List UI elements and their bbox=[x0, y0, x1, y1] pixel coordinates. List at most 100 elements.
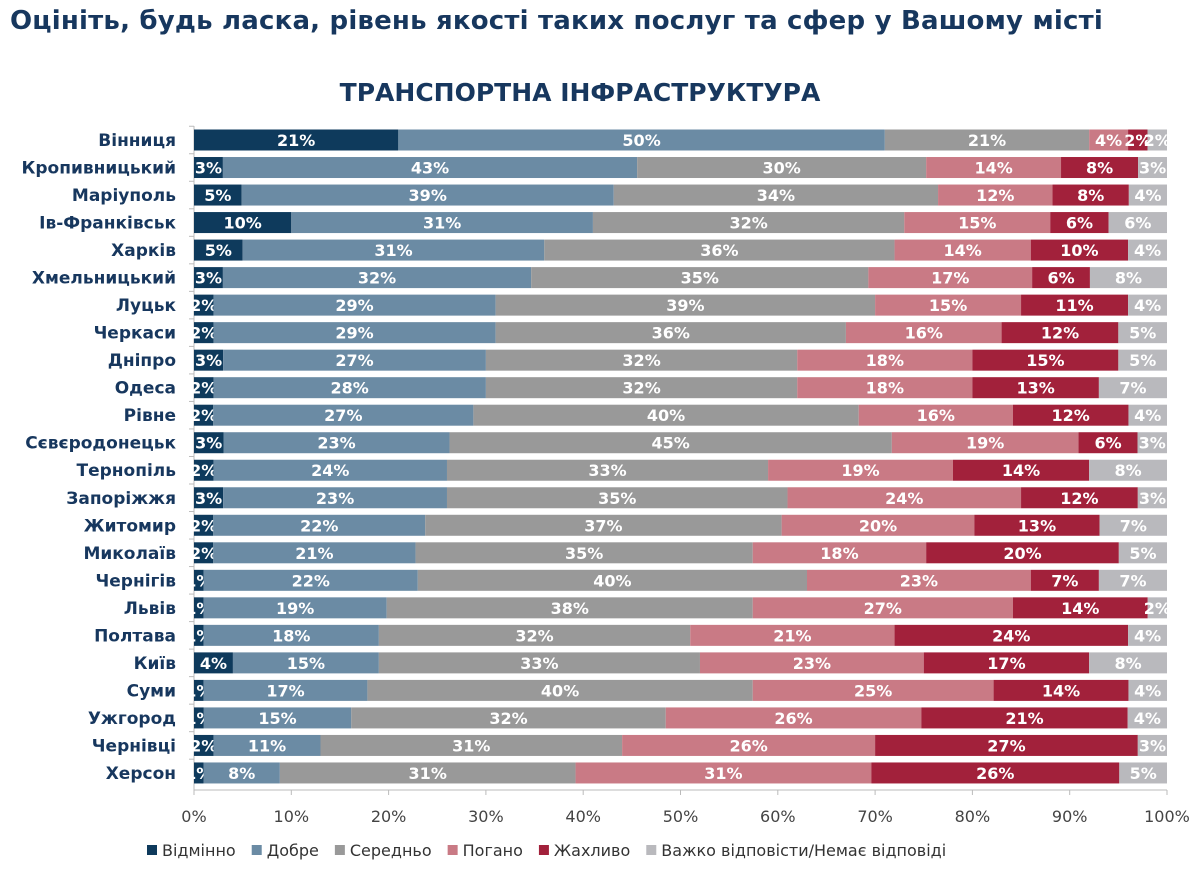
data-label: 8% bbox=[1086, 159, 1113, 178]
x-tick-label: 20% bbox=[371, 807, 407, 826]
data-label: 5% bbox=[205, 241, 232, 260]
bar-segment bbox=[203, 624, 379, 646]
data-label: 8% bbox=[1114, 461, 1141, 480]
data-label: 5% bbox=[1130, 764, 1157, 783]
bar-segment bbox=[1127, 707, 1167, 729]
bar-segment bbox=[194, 322, 214, 344]
bar-segment bbox=[1030, 239, 1129, 261]
data-label: 18% bbox=[866, 379, 904, 398]
data-label: 5% bbox=[1129, 324, 1156, 343]
bar-segment bbox=[1078, 432, 1138, 454]
data-label: 27% bbox=[335, 351, 373, 370]
bar-segment bbox=[1032, 267, 1090, 289]
bar-segment bbox=[495, 322, 846, 344]
bar-segment bbox=[351, 707, 666, 729]
data-label: 4% bbox=[1134, 626, 1161, 645]
bar-segment bbox=[194, 679, 204, 701]
bar-segment bbox=[194, 542, 214, 564]
bar-segment bbox=[875, 734, 1138, 756]
data-label: 2% bbox=[190, 736, 217, 755]
data-label: 2% bbox=[190, 544, 217, 563]
data-label: 32% bbox=[489, 709, 527, 728]
bar-segment bbox=[845, 322, 1002, 344]
category-label: Сєвєродонецьк bbox=[25, 434, 176, 454]
bar-segment bbox=[1052, 184, 1129, 206]
data-label: 2% bbox=[190, 324, 217, 343]
bar-segment bbox=[194, 652, 233, 674]
data-label: 12% bbox=[976, 186, 1014, 205]
data-label: 3% bbox=[195, 489, 222, 508]
data-label: 11% bbox=[248, 736, 286, 755]
data-label: 12% bbox=[1041, 324, 1079, 343]
category-label: Миколаїв bbox=[83, 544, 176, 564]
data-label: 19% bbox=[276, 599, 314, 618]
data-label: 25% bbox=[854, 681, 892, 700]
bar-segment bbox=[473, 404, 859, 426]
data-label: 35% bbox=[681, 269, 719, 288]
data-label: 6% bbox=[1124, 214, 1151, 233]
bar-segment bbox=[320, 734, 623, 756]
legend-label: Відмінно bbox=[162, 841, 236, 860]
data-label: 7% bbox=[1120, 516, 1147, 535]
bar-segment bbox=[592, 212, 905, 234]
bar-segment bbox=[446, 459, 769, 481]
category-label: Хмельницький bbox=[32, 269, 176, 289]
bar-segment bbox=[213, 404, 474, 426]
data-label: 26% bbox=[774, 709, 812, 728]
data-label: 4% bbox=[1134, 681, 1161, 700]
data-label: 14% bbox=[1042, 681, 1080, 700]
category-label: Дніпро bbox=[108, 351, 176, 371]
category-label: Житомир bbox=[84, 516, 176, 536]
bar-segment bbox=[213, 542, 416, 564]
bar-segment bbox=[1147, 129, 1167, 151]
data-label: 34% bbox=[757, 186, 795, 205]
category-label: Харків bbox=[111, 241, 176, 261]
bar-segment bbox=[952, 459, 1090, 481]
data-label: 24% bbox=[885, 489, 923, 508]
bar-segment bbox=[1089, 129, 1129, 151]
bar-segment bbox=[921, 707, 1128, 729]
bar-segment bbox=[213, 377, 486, 399]
data-label: 4% bbox=[1134, 186, 1161, 205]
category-label: Черкаси bbox=[94, 324, 176, 344]
x-tick-label: 0% bbox=[181, 807, 206, 826]
bar-segment bbox=[690, 624, 895, 646]
bar-segment bbox=[1030, 569, 1099, 591]
bar-segment bbox=[222, 267, 532, 289]
data-label: 3% bbox=[1139, 434, 1166, 453]
bar-segment bbox=[194, 514, 214, 536]
x-tick-label: 10% bbox=[274, 807, 310, 826]
category-label: Рівне bbox=[124, 406, 176, 426]
data-label: 23% bbox=[316, 489, 354, 508]
bar-segment bbox=[806, 569, 1031, 591]
bar-segment bbox=[1137, 734, 1167, 756]
bar-segment bbox=[378, 624, 691, 646]
bar-segment bbox=[194, 239, 243, 261]
bar-segment bbox=[415, 542, 753, 564]
data-label: 31% bbox=[423, 214, 461, 233]
bar-segment bbox=[485, 377, 798, 399]
legend-swatch bbox=[334, 845, 345, 855]
data-label: 36% bbox=[652, 324, 690, 343]
data-label: 24% bbox=[992, 626, 1030, 645]
category-label: Ів-Франківськ bbox=[39, 214, 176, 234]
legend-label: Погано bbox=[463, 841, 523, 860]
bar-segment bbox=[1012, 597, 1148, 619]
bar-segment bbox=[425, 514, 782, 536]
x-tick-label: 80% bbox=[955, 807, 991, 826]
bar-segment bbox=[891, 432, 1079, 454]
data-label: 2% bbox=[1124, 131, 1151, 150]
bar-segment bbox=[194, 487, 224, 509]
bar-segment bbox=[194, 459, 214, 481]
data-label: 33% bbox=[520, 654, 558, 673]
data-label: 22% bbox=[292, 571, 330, 590]
data-label: 26% bbox=[976, 764, 1014, 783]
bar-segment bbox=[894, 624, 1129, 646]
chart-title: ТРАНСПОРТНА ІНФРАСТРУКТУРА bbox=[340, 78, 821, 107]
bar-segment bbox=[1128, 294, 1167, 316]
bar-segment bbox=[894, 239, 1031, 261]
bar-segment bbox=[1119, 762, 1167, 784]
data-label: 18% bbox=[820, 544, 858, 563]
category-label: Чернігів bbox=[96, 571, 177, 591]
data-label: 6% bbox=[1066, 214, 1093, 233]
